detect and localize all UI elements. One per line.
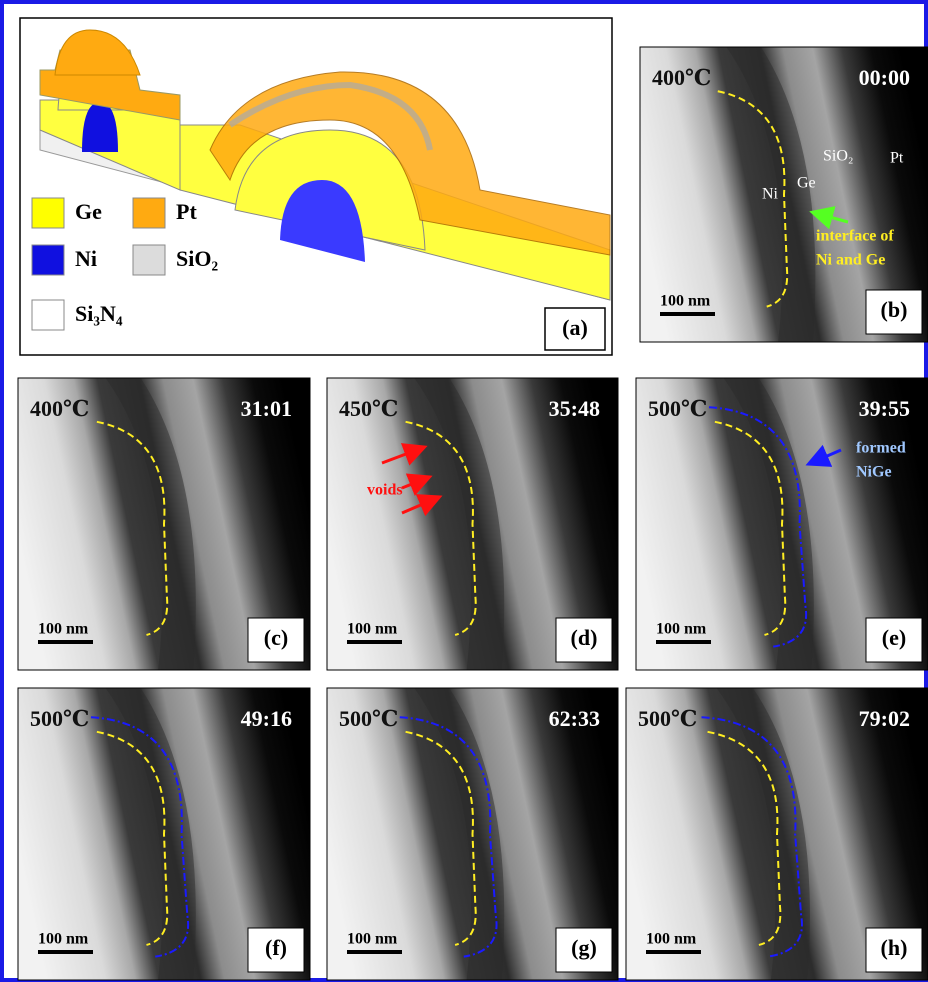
annotation: interface of <box>816 228 894 245</box>
time: 79:02 <box>859 706 910 731</box>
figure: Ge Pt Ni SiO₂ Si₃N₄ (a) 400℃ 00:00 100 nm (b) SiO… <box>0 0 928 982</box>
time: 35:48 <box>549 396 600 421</box>
tem-panel: 500℃ 62:33 100 nm (g) <box>327 688 618 980</box>
legend-swatch <box>32 300 64 330</box>
annotation: formed <box>856 440 906 457</box>
legend-swatch <box>133 245 165 275</box>
annotation: voids <box>367 482 403 499</box>
temperature: 400℃ <box>652 65 711 90</box>
temperature: 500℃ <box>339 706 398 731</box>
legend-label: Pt <box>176 199 197 224</box>
panel-label: (e) <box>882 625 906 650</box>
panel-label: (d) <box>571 625 598 650</box>
time: 31:01 <box>241 396 292 421</box>
tem-panel: 450℃ 35:48 100 nm (d) voids <box>327 378 618 670</box>
page: { "panel_a": { "label": "(a)", "legend":… <box>0 0 928 982</box>
annotation: SiO₂ <box>823 148 853 165</box>
annotation: Ni <box>762 186 779 203</box>
time: 39:55 <box>859 396 910 421</box>
tem-panel: 500℃ 79:02 100 nm (h) <box>626 688 928 980</box>
tem-panel: 500℃ 49:16 100 nm (f) <box>18 688 310 980</box>
time: 62:33 <box>549 706 600 731</box>
panel-label: (f) <box>265 935 287 960</box>
legend-label: SiO₂ <box>176 246 218 271</box>
legend-label: Ni <box>75 246 97 271</box>
temperature: 450℃ <box>339 396 398 421</box>
annotation: Ni and Ge <box>816 252 885 269</box>
scale-bar-label: 100 nm <box>646 931 697 948</box>
tem-panel: 400℃ 00:00 100 nm (b) SiO₂ Pt Ge Ni interface of… <box>640 47 928 342</box>
panel-label: (g) <box>571 935 597 960</box>
scale-bar-label: 100 nm <box>347 621 398 638</box>
time: 00:00 <box>859 65 910 90</box>
temperature: 500℃ <box>30 706 89 731</box>
panel-label: (c) <box>264 625 288 650</box>
scale-bar-label: 100 nm <box>660 293 711 310</box>
scale-bar-label: 100 nm <box>347 931 398 948</box>
tem-panel: 400℃ 31:01 100 nm (c) <box>18 378 310 670</box>
annotation: Pt <box>890 150 904 167</box>
legend-label: Si₃N₄ <box>75 301 123 326</box>
panel-a: Ge Pt Ni SiO₂ Si₃N₄ (a) <box>20 18 612 355</box>
temperature: 500℃ <box>638 706 697 731</box>
legend-swatch <box>133 198 165 228</box>
scale-bar-label: 100 nm <box>656 621 707 638</box>
annotation: Ge <box>797 175 816 192</box>
panel-label: (b) <box>881 297 908 322</box>
temperature: 400℃ <box>30 396 89 421</box>
time: 49:16 <box>241 706 292 731</box>
legend-swatch <box>32 198 64 228</box>
scale-bar-label: 100 nm <box>38 931 89 948</box>
legend-swatch <box>32 245 64 275</box>
scale-bar-label: 100 nm <box>38 621 89 638</box>
annotation: NiGe <box>856 464 892 481</box>
temperature: 500℃ <box>648 396 707 421</box>
tem-panel: 500℃ 39:55 100 nm (e) formed NiGe <box>636 378 928 670</box>
panel-label: (a) <box>562 315 588 340</box>
legend-label: Ge <box>75 199 102 224</box>
panel-label: (h) <box>881 935 908 960</box>
